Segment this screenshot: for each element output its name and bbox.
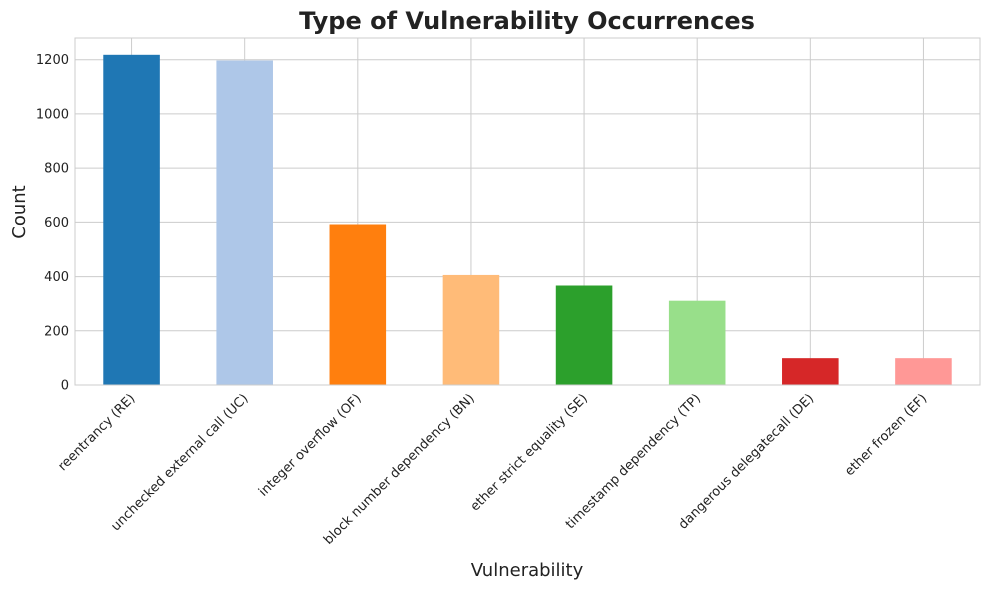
x-axis-label: Vulnerability: [471, 560, 584, 581]
y-ticks: 0 200 400 600 800 1000 1200: [36, 53, 69, 393]
x-tick-label: ether frozen (EF): [842, 391, 930, 479]
bar: [895, 358, 952, 385]
x-tick-label: timestamp dependency (TP): [563, 391, 704, 532]
bar: [329, 224, 387, 385]
bar: [668, 300, 726, 385]
y-tick-label: 1000: [36, 107, 69, 122]
bar: [442, 274, 500, 385]
y-tick-label: 800: [44, 162, 69, 177]
bar: [782, 358, 839, 385]
y-tick-label: 0: [61, 379, 69, 394]
x-tick-label: reentrancy (RE): [55, 391, 138, 474]
y-axis-label: Count: [9, 185, 30, 238]
y-tick-label: 400: [44, 270, 69, 285]
chart-title: Type of Vulnerability Occurrences: [299, 7, 755, 35]
y-tick-label: 1200: [36, 53, 69, 68]
x-tick-label: unchecked external call (UC): [108, 391, 251, 534]
x-ticks: reentrancy (RE)unchecked external call (…: [55, 391, 930, 548]
bars: [103, 54, 952, 386]
x-tick-label: dangerous delegatecall (DE): [676, 391, 817, 532]
bar: [103, 54, 160, 386]
x-tick-label: integer overflow (OF): [256, 391, 364, 499]
y-tick-label: 600: [44, 216, 69, 231]
grid: [75, 38, 980, 386]
plot-frame: [74, 37, 981, 386]
y-tick-label: 200: [44, 324, 69, 339]
x-tick-label: ether strict equality (SE): [468, 391, 591, 514]
bar: [216, 60, 273, 385]
bar: [555, 285, 613, 385]
